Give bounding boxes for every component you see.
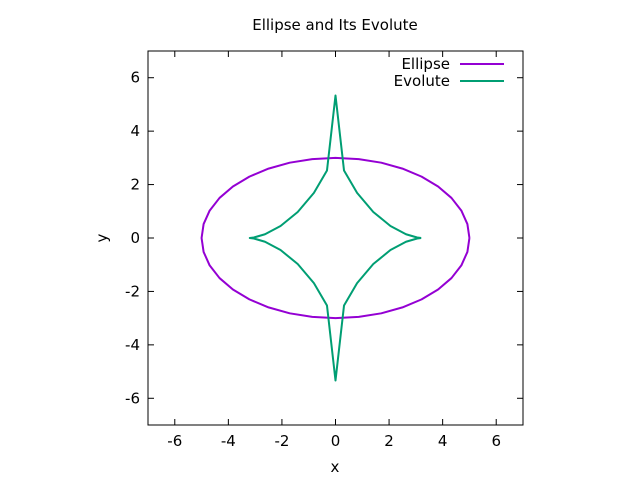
y-tick-label: -6: [125, 389, 140, 407]
y-tick-label: 4: [130, 122, 140, 140]
y-tick-label: 2: [130, 176, 140, 194]
y-tick-label: 0: [130, 229, 140, 247]
legend-label-evolute: Evolute: [394, 72, 450, 90]
x-tick-label: -4: [221, 432, 236, 450]
x-axis-ticks: -6 -4 -2 0 2 4 6: [167, 51, 501, 450]
x-tick-label: 4: [438, 432, 448, 450]
series-line-evolute: [248, 94, 422, 382]
legend-label-ellipse: Ellipse: [401, 55, 450, 73]
plot-frame: [147, 50, 524, 426]
y-tick-label: 6: [130, 69, 140, 87]
legend: Ellipse Evolute: [394, 55, 504, 90]
y-axis-label: y: [93, 233, 111, 242]
x-tick-label: -2: [274, 432, 289, 450]
chart-title: Ellipse and Its Evolute: [252, 16, 418, 34]
y-axis-ticks: -6 -4 -2 0 2 4 6: [125, 69, 523, 407]
x-tick-label: 0: [331, 432, 341, 450]
series-line-ellipse: [200, 156, 471, 320]
x-tick-label: 2: [384, 432, 394, 450]
y-tick-label: -2: [125, 282, 140, 300]
series-layer: [200, 94, 471, 382]
x-tick-label: 6: [491, 432, 501, 450]
y-tick-label: -4: [125, 336, 140, 354]
x-axis-label: x: [331, 458, 340, 476]
x-tick-label: -6: [167, 432, 182, 450]
